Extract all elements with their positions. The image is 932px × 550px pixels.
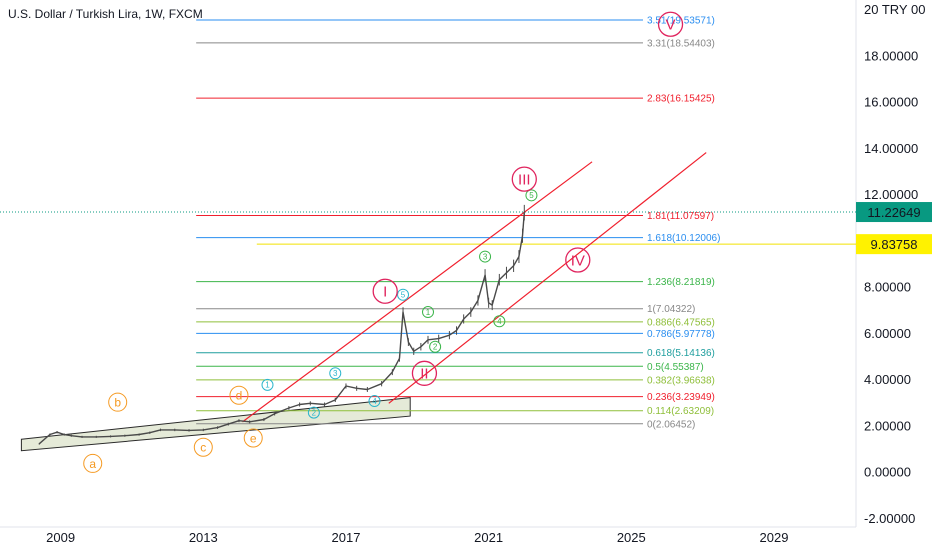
wave-circle <box>511 166 537 192</box>
fib-level-label: 0.236(3.23949) <box>647 392 715 403</box>
wave-circle <box>429 340 442 353</box>
wave-label: 1 <box>265 381 270 390</box>
fib-level-label: 0.786(5.97778) <box>647 329 715 340</box>
wave-label: IV <box>571 252 585 269</box>
y-tick-label: 6.00000 <box>864 326 911 341</box>
y-tick-label: 14.00000 <box>864 141 918 156</box>
wave-label: III <box>518 172 531 189</box>
price-series-group <box>38 204 525 445</box>
fib-level-label: 1(7.04322) <box>647 304 695 315</box>
y-tick-label: 2.00000 <box>864 418 911 433</box>
wave-circle <box>397 288 410 301</box>
fib-level-label: 0.618(5.14136) <box>647 348 715 359</box>
x-tick-label: 2013 <box>189 530 218 545</box>
wave-label: a <box>89 457 96 471</box>
wave-label: II <box>420 366 428 383</box>
fibonacci-levels: 3.51(19.53571) 3.31(18.54403) 2.83(16.1542… <box>196 15 720 430</box>
current-price-badge <box>856 202 932 223</box>
wave-circle <box>108 392 128 412</box>
fib-level-label: 1.236(8.21819) <box>647 277 715 288</box>
wave-label: 4 <box>372 397 377 406</box>
x-tick-label: 2029 <box>760 530 789 545</box>
wave-circle <box>229 385 249 405</box>
wave-label: 1 <box>426 308 431 317</box>
fib-level-label: 2.83(16.15425) <box>647 94 715 105</box>
wave-label: 3 <box>483 252 488 261</box>
wave-label: 2 <box>312 408 317 417</box>
marker-price-label: 9.83758 <box>871 237 918 252</box>
fib-level-label: 3.51(19.53571) <box>647 15 715 26</box>
wave-label: 5 <box>401 291 406 300</box>
wave-label: V <box>666 17 676 34</box>
x-tick-label: 2025 <box>617 530 646 545</box>
wave-circle <box>657 11 684 37</box>
wave-circle <box>83 453 103 473</box>
wave-circle <box>411 360 438 386</box>
wave-circle <box>193 437 213 457</box>
y-tick-label: 4.00000 <box>864 372 911 387</box>
wave-label: 4 <box>497 317 502 326</box>
channel-line <box>388 152 707 404</box>
wave-label: b <box>114 396 121 410</box>
wave-label: e <box>250 431 257 445</box>
price-badges: 11.22649 9.83758 <box>856 202 932 255</box>
x-tick-label: 2021 <box>474 530 503 545</box>
trend-channel <box>242 152 707 423</box>
price-axis[interactable]: -2.00000 0.00000 2.00000 4.00000 6.00000 8.00… <box>864 2 925 526</box>
y-tick-label: 20 TRY 00 <box>864 2 925 17</box>
wave-circle <box>565 247 591 273</box>
y-tick-label: 18.00000 <box>864 48 918 63</box>
wave-circle <box>329 367 342 380</box>
y-tick-label: -2.00000 <box>864 511 915 526</box>
x-tick-label: 2017 <box>332 530 361 545</box>
fib-level-label: 1.81(11.07597) <box>647 211 714 222</box>
wave-circle <box>243 428 263 448</box>
x-tick-label: 2009 <box>46 530 75 545</box>
fib-level-label: 0.5(4.55387) <box>647 362 704 373</box>
wave-circle <box>372 278 398 304</box>
wave-circle <box>493 315 506 328</box>
wave-circle <box>525 189 538 202</box>
y-tick-label: 0.00000 <box>864 465 911 480</box>
wave-circle <box>479 250 492 263</box>
fib-level-label: 3.31(18.54403) <box>647 38 715 49</box>
current-price-label: 11.22649 <box>867 205 920 220</box>
wave-label: 2 <box>433 343 438 352</box>
wave-circle <box>422 306 434 319</box>
y-tick-label: 12.00000 <box>864 187 918 202</box>
wave-label: 3 <box>333 369 338 378</box>
marker-price-badge <box>856 234 932 255</box>
y-tick-label: 8.00000 <box>864 280 911 295</box>
y-tick-label: 16.00000 <box>864 95 918 110</box>
wave-label: I <box>383 284 387 301</box>
channel-line <box>242 161 593 423</box>
fib-level-label: 0.886(6.47565) <box>647 317 715 328</box>
wave-circle <box>307 406 320 419</box>
fib-level-label: 0.382(3.96638) <box>647 375 715 386</box>
fib-level-label: 1.618(10.12006) <box>647 233 720 244</box>
chart-title: U.S. Dollar / Turkish Lira, 1W, FXCM <box>8 7 203 21</box>
wave-label: d <box>236 389 243 403</box>
wave-label: 5 <box>529 191 534 200</box>
wave-circle <box>261 378 274 391</box>
fib-level-label: 0(2.06452) <box>647 419 695 430</box>
wave-circle <box>368 395 381 408</box>
fib-level-label: 0.114(2.63209) <box>647 406 714 417</box>
wave-label: c <box>200 441 206 455</box>
price-line <box>38 212 525 445</box>
time-axis[interactable]: 2009 2013 2017 2021 2025 2029 <box>46 530 788 545</box>
